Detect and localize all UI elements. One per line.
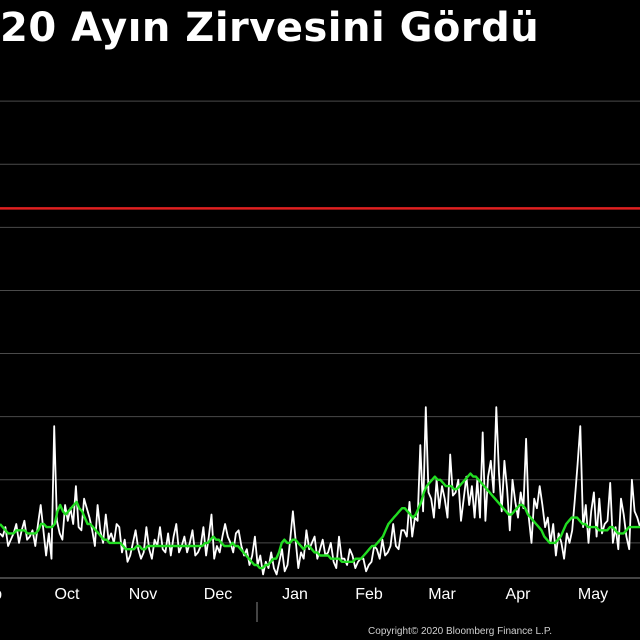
x-tick-label: May: [578, 586, 608, 603]
copyright-text: Copyright© 2020 Bloomberg Finance L.P.: [368, 626, 552, 637]
series-group: [0, 406, 640, 576]
x-tick-label: Jan: [282, 586, 308, 603]
x-tick-label: Mar: [428, 586, 456, 603]
series-line-1: [0, 406, 640, 576]
x-tick-label: Apr: [506, 586, 532, 603]
x-tick-labels: p Oct Nov Dec Jan Feb Mar Apr May: [0, 586, 608, 603]
x-tick-label: Nov: [129, 586, 157, 603]
x-tick-label: p: [0, 586, 2, 603]
series-line-2: [0, 472, 640, 570]
x-tick-label: Dec: [204, 586, 232, 603]
x-tick-label: Feb: [355, 586, 383, 603]
x-axis: [0, 577, 640, 622]
grid-lines: [0, 100, 640, 544]
chart-title: 20 Ayın Zirvesini Gördü: [0, 5, 540, 51]
x-tick-label: Oct: [55, 586, 80, 603]
